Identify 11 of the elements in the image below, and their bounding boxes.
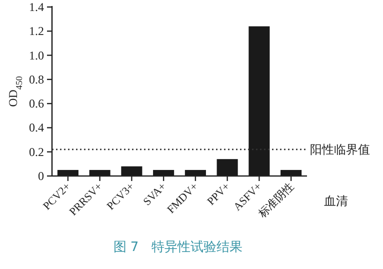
- y-tick-label: 1.2: [29, 24, 44, 38]
- y-tick-label: 0: [38, 169, 44, 183]
- y-tick-label: 0.4: [29, 120, 44, 135]
- y-tick-label: 0.6: [29, 96, 44, 111]
- y-tick-label: 0.8: [29, 72, 44, 86]
- y-tick-label: 1.4: [29, 0, 44, 14]
- x-axis-title: 血清: [324, 194, 348, 208]
- text: 图 7 特异性试验结果: [113, 240, 243, 255]
- y-tick-label: 0.2: [29, 144, 44, 159]
- y-tick-label: 1.0: [29, 48, 44, 62]
- ref-line-label: 阳性临界值: [310, 142, 370, 156]
